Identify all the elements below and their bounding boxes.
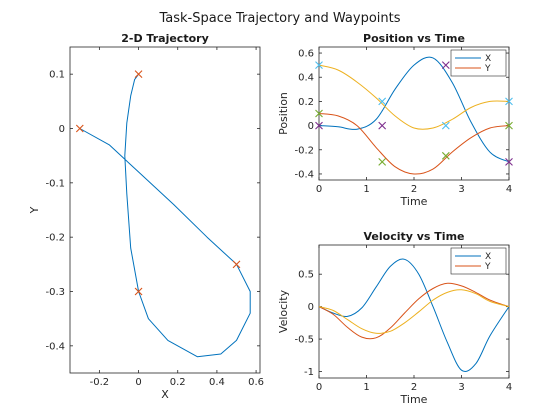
velocity-ylabel: Velocity — [277, 289, 290, 333]
position-waypoint-marker — [378, 121, 387, 130]
trajectory-xtick-label: -0.2 — [90, 377, 110, 388]
trajectory-xtick-label: 0.6 — [248, 377, 264, 388]
position-axes: Position vs Time 0 1 2 3 4 0.6 0.4 0.2 0 -0.2 -0.4 T… — [277, 32, 513, 208]
trajectory-ytick-label: 0.1 — [49, 70, 65, 81]
velocity-ytick-label: -0.5 — [294, 335, 314, 346]
position-waypoint-marker — [315, 61, 323, 70]
position-series-y-line — [319, 113, 509, 175]
position-ylabel: Position — [277, 92, 290, 135]
velocity-ytick-label: -1 — [304, 367, 314, 378]
trajectory-xtick-label: 0.4 — [209, 377, 225, 388]
position-xtick-label: 3 — [458, 184, 464, 195]
trajectory-xtick-label: 0.2 — [170, 377, 186, 388]
trajectory-ytick-label: -0.2 — [45, 233, 65, 244]
trajectory-ytick-label: -0.3 — [45, 287, 65, 298]
position-waypoint-marker — [505, 97, 513, 106]
position-ytick-label: 0.4 — [298, 73, 314, 84]
velocity-legend-label: Y — [484, 262, 491, 272]
velocity-xtick-label: 1 — [363, 382, 369, 393]
trajectory-plot-area — [69, 46, 261, 374]
velocity-legend-label: X — [485, 252, 491, 262]
position-title: Position vs Time — [363, 32, 465, 45]
waypoint-marker — [134, 287, 143, 296]
position-series-group — [319, 56, 509, 175]
velocity-xtick-label: 4 — [506, 382, 512, 393]
trajectory-ytick-label: -0.4 — [45, 341, 65, 352]
position-ytick-label: -0.2 — [294, 145, 314, 156]
velocity-axes: Velocity vs Time 0 1 2 3 4 0.5 0 -0.5 -1 Time Veloc… — [277, 230, 512, 406]
trajectory-title: 2-D Trajectory — [121, 32, 208, 45]
position-legend-label: X — [485, 54, 491, 64]
velocity-ytick-label: 0 — [308, 302, 314, 313]
position-waypoint-marker — [441, 61, 450, 70]
position-waypoint-marker — [315, 109, 323, 118]
position-ytick-label: 0.2 — [298, 97, 314, 108]
velocity-title: Velocity vs Time — [364, 230, 465, 243]
trajectory-ylabel: Y — [28, 206, 41, 214]
position-legend — [450, 49, 507, 77]
velocity-ytick-label: 0.5 — [298, 270, 314, 281]
velocity-xtick-label: 3 — [458, 382, 464, 393]
figure-title: Task-Space Trajectory and Waypoints — [158, 11, 400, 26]
trajectory-ytick-label: -0.1 — [45, 178, 65, 189]
position-waypoint-marker — [505, 121, 513, 130]
waypoint-marker — [232, 260, 241, 269]
velocity-legend — [450, 247, 507, 275]
waypoint-marker — [75, 124, 84, 133]
trajectory-xtick-label: 0 — [135, 377, 141, 388]
trajectory-path — [79, 73, 251, 358]
position-waypoint-marker — [441, 151, 450, 160]
position-waypoint-marker — [505, 157, 513, 166]
velocity-series-x-line — [319, 258, 509, 373]
velocity-series-3-line — [319, 289, 509, 334]
position-ytick-label: 0.6 — [298, 49, 314, 60]
velocity-series-group — [319, 258, 509, 373]
position-waypoint-marker — [315, 121, 323, 130]
velocity-xtick-label: 2 — [411, 382, 417, 393]
position-xtick-label: 0 — [316, 184, 322, 195]
position-legend-label: Y — [484, 64, 491, 74]
position-ytick-label: 0 — [308, 121, 314, 132]
position-waypoint-marker — [441, 121, 450, 130]
trajectory-series-group — [75, 70, 251, 358]
position-series-3-line — [319, 64, 509, 130]
position-xlabel: Time — [400, 195, 428, 208]
trajectory-axes: 2-D Trajectory -0.2 0 0.2 0.4 0.6 0.1 0 -0.1 -0.2… — [28, 32, 264, 401]
position-waypoint-marker — [378, 97, 387, 106]
trajectory-xlabel: X — [161, 388, 169, 401]
velocity-series-y-line — [319, 282, 509, 340]
position-waypoint-marker — [378, 157, 387, 166]
position-xtick-label: 2 — [411, 184, 417, 195]
velocity-xtick-label: 0 — [316, 382, 322, 393]
position-xtick-label: 4 — [506, 184, 512, 195]
position-xtick-label: 1 — [363, 184, 369, 195]
position-ytick-label: -0.4 — [294, 169, 314, 180]
position-series-x-line — [319, 56, 509, 163]
velocity-xlabel: Time — [400, 393, 428, 406]
waypoint-marker — [134, 70, 143, 79]
trajectory-ytick-label: 0 — [59, 124, 65, 135]
